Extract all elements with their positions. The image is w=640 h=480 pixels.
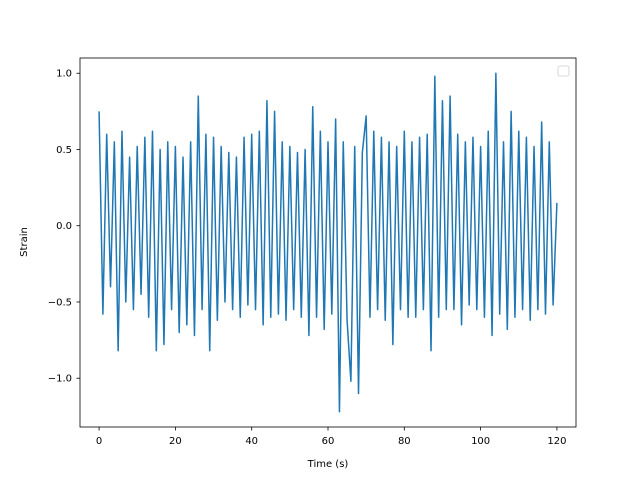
x-tick-label: 40 [245, 436, 258, 447]
series-layer [98, 72, 558, 413]
x-tick-label: 120 [547, 436, 566, 447]
y-axis-label: Strain [19, 227, 30, 257]
strain-line [98, 72, 558, 413]
x-tick-label: 100 [471, 436, 490, 447]
y-tick-label: 1.0 [56, 69, 72, 80]
plot-area [98, 72, 558, 413]
y-tick-label: −0.5 [48, 297, 72, 308]
x-tick-label: 0 [96, 436, 102, 447]
y-tick-label: −1.0 [48, 374, 72, 385]
x-tick-label: 20 [169, 436, 182, 447]
x-axis-label: Time (s) [307, 459, 349, 470]
legend-box [557, 65, 570, 77]
y-axis-ticks: −1.0 −0.5 0.0 0.5 1.0 [48, 69, 80, 385]
x-axis-ticks: 0 20 40 60 80 100 120 [96, 427, 566, 447]
x-tick-label: 80 [398, 436, 411, 447]
x-tick-label: 60 [322, 436, 335, 447]
y-tick-label: 0.0 [56, 221, 72, 232]
y-tick-label: 0.5 [56, 145, 72, 156]
